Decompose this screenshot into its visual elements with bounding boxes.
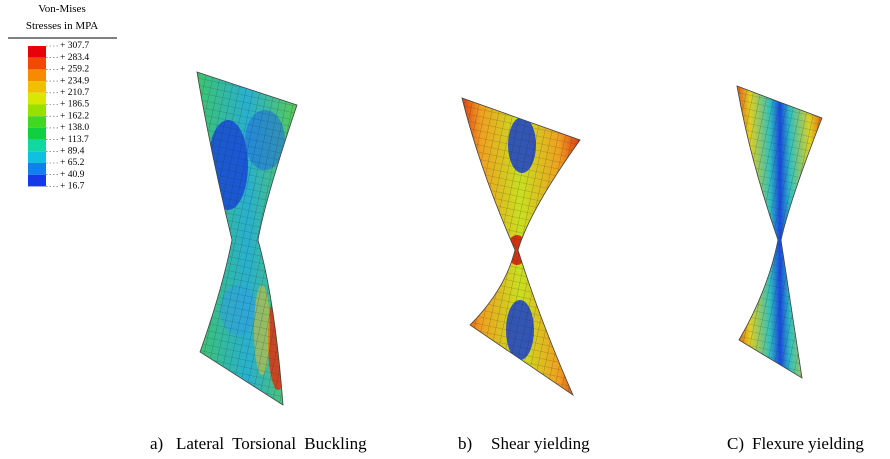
- legend-swatch: [28, 163, 46, 175]
- legend-label: + 16.7: [60, 182, 85, 192]
- legend-swatch: [28, 93, 46, 105]
- legend-label: + 234.9: [60, 76, 89, 86]
- legend-label: + 40.9: [60, 170, 85, 180]
- legend-swatch: [28, 46, 46, 58]
- panel-label: a): [150, 434, 163, 453]
- legend-label: + 186.5: [60, 100, 89, 110]
- panel-caption: Lateral Torsional Buckling: [176, 434, 367, 453]
- legend-swatch: [28, 58, 46, 70]
- legend-swatch: [28, 105, 46, 117]
- panel-caption: Flexure yielding: [752, 434, 864, 453]
- panel-c-mesh: [730, 80, 830, 385]
- legend: Von-Mises Stresses in MPA + 307.7 + 283.4…: [8, 3, 117, 192]
- legend-label: + 210.7: [60, 88, 89, 98]
- panel-label: C): [727, 434, 744, 453]
- panel-caption: Shear yielding: [491, 434, 590, 453]
- legend-swatch: [28, 151, 46, 163]
- legend-label: + 283.4: [60, 53, 89, 63]
- panel-b-mesh: [455, 90, 585, 400]
- legend-swatch: [28, 116, 46, 128]
- legend-label: + 113.7: [60, 135, 89, 145]
- panel-a-mesh: [190, 65, 305, 410]
- captions: a) Lateral Torsional Buckling b) Shear y…: [150, 434, 864, 453]
- legend-title: Stresses in MPA: [26, 20, 98, 32]
- legend-swatch: [28, 128, 46, 140]
- legend-label: + 307.7: [60, 41, 89, 51]
- figure: Von-Mises Stresses in MPA + 307.7 + 283.4…: [0, 0, 890, 459]
- legend-label: + 259.2: [60, 65, 89, 75]
- legend-label: + 162.2: [60, 111, 89, 121]
- legend-swatch: [28, 175, 46, 187]
- legend-label: + 89.4: [60, 146, 85, 156]
- panel-label: b): [458, 434, 472, 453]
- legend-swatch: [28, 81, 46, 93]
- legend-title: Von-Mises: [38, 3, 85, 15]
- legend-label: + 65.2: [60, 158, 85, 168]
- legend-swatch: [28, 140, 46, 152]
- legend-label: + 138.0: [60, 123, 89, 133]
- legend-swatch: [28, 69, 46, 81]
